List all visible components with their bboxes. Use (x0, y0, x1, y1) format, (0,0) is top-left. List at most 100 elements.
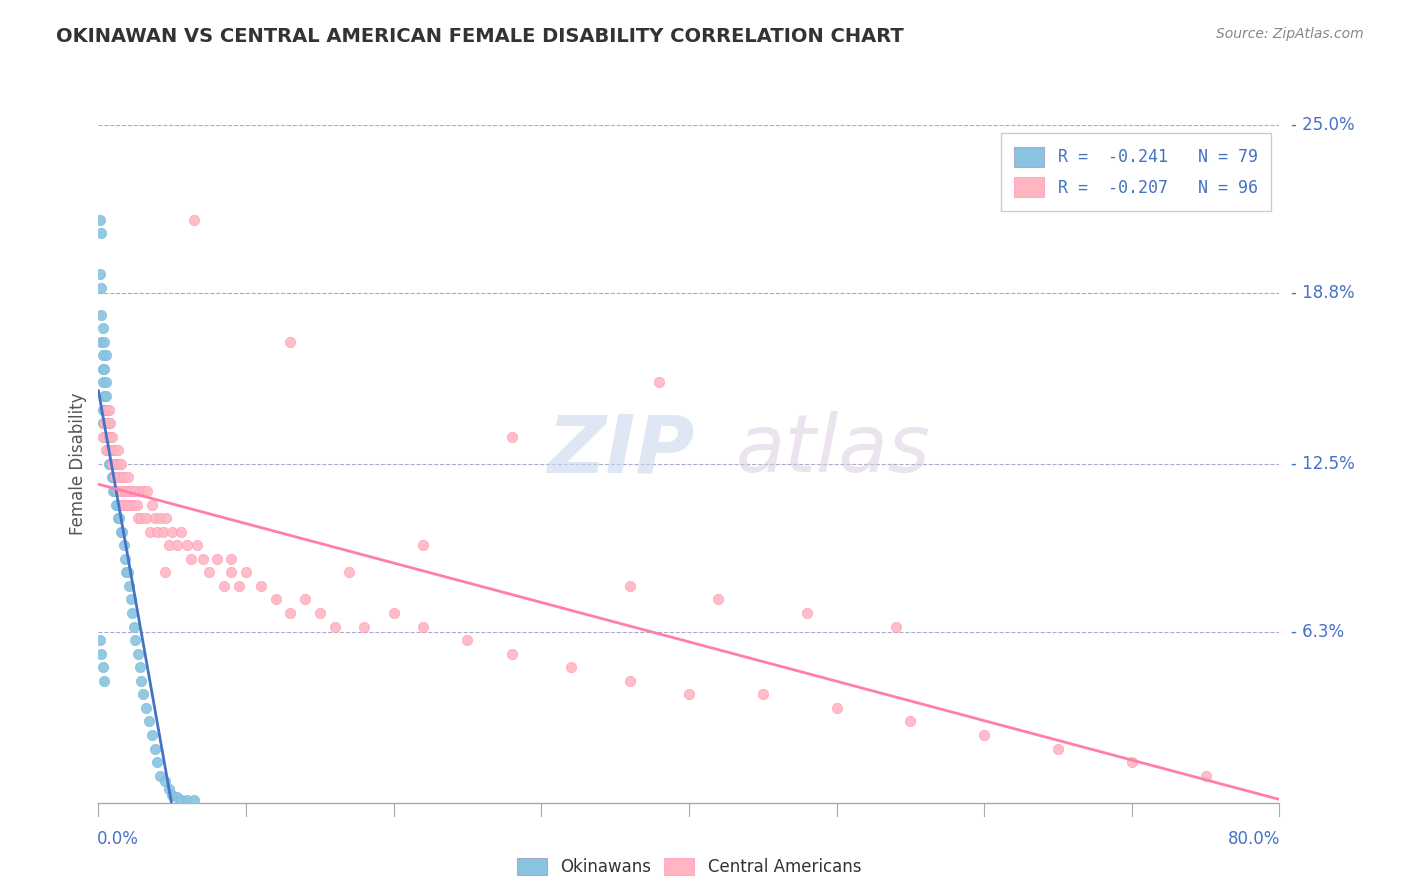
Point (235, 566, 257, 580)
Point (97, 430, 120, 444)
Point (94, 348, 117, 362)
Point (91, 402, 114, 417)
Point (94, 402, 117, 417)
Point (149, 769, 172, 783)
Point (825, 701, 848, 715)
Point (501, 647, 523, 661)
Point (707, 592, 730, 607)
Point (97, 457, 120, 471)
Point (155, 511, 177, 525)
Point (278, 606, 302, 620)
Point (103, 470, 125, 484)
Point (796, 606, 818, 620)
Point (89, 633, 111, 648)
Point (91, 660, 114, 674)
Point (143, 511, 166, 525)
Point (89, 267, 111, 281)
Point (146, 755, 169, 769)
Point (884, 619, 907, 633)
Point (146, 524, 169, 539)
Point (96, 402, 118, 417)
Point (114, 483, 136, 498)
Point (157, 538, 180, 552)
Point (157, 782, 180, 797)
Point (94, 376, 117, 390)
Point (107, 511, 129, 525)
Point (141, 728, 163, 742)
Point (112, 538, 135, 552)
Text: 0.0%: 0.0% (97, 830, 139, 848)
Point (166, 538, 188, 552)
Point (152, 524, 174, 539)
Point (104, 443, 127, 458)
Point (97, 443, 120, 458)
Point (100, 470, 122, 484)
Text: - 18.8%: - 18.8% (1291, 284, 1354, 302)
Point (107, 470, 129, 484)
Point (135, 701, 157, 715)
Point (456, 633, 478, 648)
Point (1046, 741, 1069, 756)
Point (278, 334, 302, 349)
Point (129, 511, 152, 525)
Point (143, 741, 166, 756)
Point (170, 793, 193, 807)
Point (91, 430, 114, 444)
Point (132, 687, 155, 701)
Point (98, 416, 121, 430)
Point (111, 470, 134, 484)
Point (108, 511, 131, 525)
Point (153, 566, 176, 580)
Point (117, 470, 139, 484)
Point (212, 579, 235, 593)
Point (619, 579, 641, 593)
Point (98, 430, 121, 444)
Point (228, 579, 250, 593)
Point (170, 524, 193, 539)
Point (94, 389, 117, 403)
Point (100, 430, 122, 444)
Point (124, 483, 146, 498)
Point (114, 551, 136, 566)
Point (751, 687, 773, 701)
Point (93, 416, 115, 430)
Point (91, 362, 114, 376)
Point (93, 334, 115, 349)
Point (104, 483, 127, 498)
Point (124, 633, 146, 648)
Point (90, 334, 112, 349)
Point (91, 348, 114, 362)
Point (93, 389, 115, 403)
Point (107, 443, 129, 458)
Point (93, 402, 115, 417)
Point (139, 524, 162, 539)
Point (132, 483, 155, 498)
Point (678, 687, 700, 701)
Point (136, 483, 159, 498)
Point (149, 511, 172, 525)
Point (117, 498, 139, 512)
Point (120, 498, 142, 512)
Point (128, 660, 150, 674)
Text: atlas: atlas (737, 411, 931, 490)
Point (94, 430, 117, 444)
Point (183, 793, 205, 807)
Point (100, 457, 122, 471)
Point (176, 538, 198, 552)
Point (91, 321, 114, 335)
Point (90, 308, 112, 322)
Point (162, 788, 183, 802)
Text: - 6.3%: - 6.3% (1291, 623, 1344, 641)
Point (412, 619, 434, 633)
Point (900, 714, 922, 729)
Point (115, 566, 138, 580)
Point (337, 566, 360, 580)
Point (96, 443, 118, 458)
Point (1195, 769, 1218, 783)
Point (205, 551, 228, 566)
Point (648, 376, 671, 390)
Point (353, 619, 375, 633)
Point (90, 227, 112, 241)
Point (122, 619, 145, 633)
Point (112, 470, 135, 484)
